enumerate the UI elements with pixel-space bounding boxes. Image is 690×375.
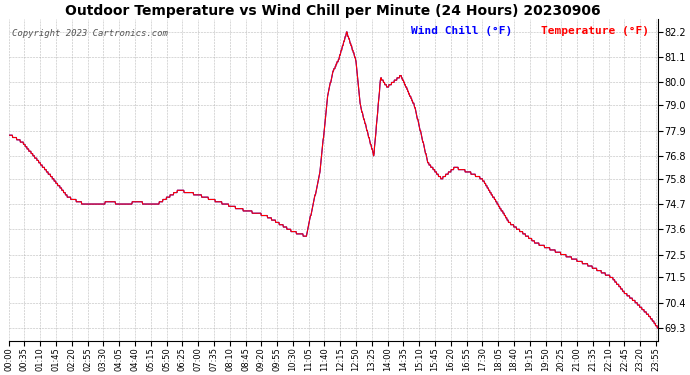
Title: Outdoor Temperature vs Wind Chill per Minute (24 Hours) 20230906: Outdoor Temperature vs Wind Chill per Mi… bbox=[66, 4, 601, 18]
Text: Copyright 2023 Cartronics.com: Copyright 2023 Cartronics.com bbox=[12, 29, 168, 38]
Text: Wind Chill (°F): Wind Chill (°F) bbox=[411, 26, 513, 36]
Text: Temperature (°F): Temperature (°F) bbox=[541, 26, 649, 36]
